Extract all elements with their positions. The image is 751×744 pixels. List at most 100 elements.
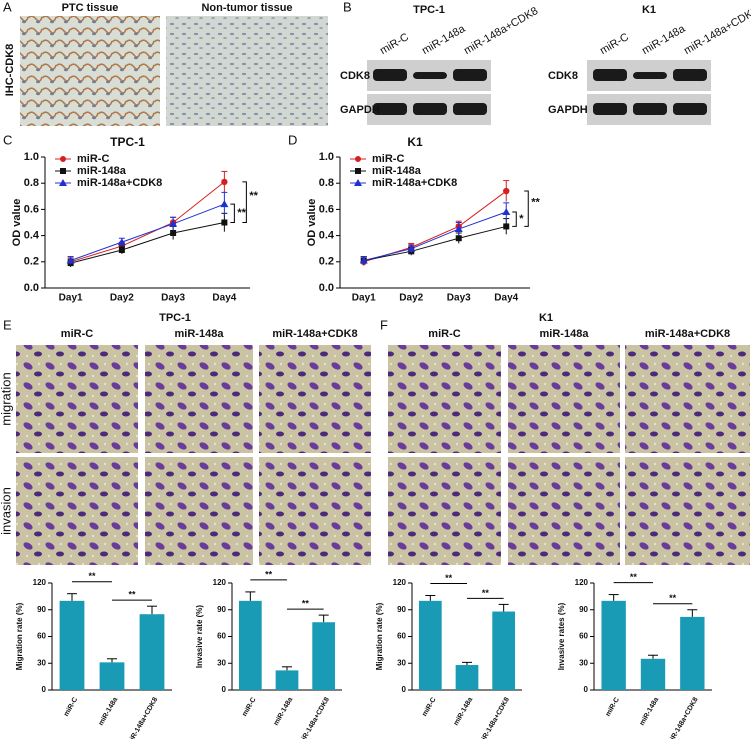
micrograph [16, 457, 138, 565]
marker [169, 219, 178, 227]
bar [275, 670, 299, 690]
x-tick-label: miR-148a+CDK8 [298, 696, 331, 739]
significance-label: * [519, 213, 524, 225]
blot-band [633, 103, 667, 115]
panel-label: D [288, 132, 297, 147]
x-tick-label: miR-C [63, 696, 79, 717]
y-tick-label: 0.0 [319, 282, 334, 294]
y-tick-label: 30 [37, 658, 46, 667]
legend-label: miR-148a+CDK8 [77, 177, 162, 189]
micrograph [388, 345, 501, 453]
lane-label: miR-148a+CDK8 [682, 5, 751, 57]
legend-label: miR-148a [77, 165, 127, 177]
x-tick-label: miR-148a+CDK8 [126, 696, 159, 739]
y-axis-title: Invasive rate (%) [195, 605, 204, 668]
y-tick-label: 60 [579, 632, 588, 641]
y-tick-label: 30 [397, 658, 406, 667]
x-tick-label: Day2 [110, 293, 134, 304]
chart-title: K1 [407, 135, 423, 149]
micrograph [508, 345, 620, 453]
panel-title: K1 [539, 312, 553, 324]
x-tick-label: miR-148a+CDK8 [666, 696, 699, 739]
panel-title: TPC-1 [159, 312, 191, 324]
lane-label: miR-148a [640, 22, 688, 57]
micrograph [20, 16, 160, 126]
micrograph [625, 345, 750, 453]
marker [66, 256, 75, 264]
blot-band [373, 103, 407, 115]
column-label: miR-148a [175, 328, 225, 340]
y-tick-label: 0.4 [24, 230, 40, 242]
significance-label: ** [128, 590, 136, 600]
y-tick-label: 0 [402, 685, 407, 694]
blot-title: TPC-1 [413, 4, 445, 16]
micrograph [508, 457, 620, 565]
image-title: PTC tissue [62, 2, 119, 14]
legend-label: miR-C [372, 153, 404, 165]
series-line [363, 190, 507, 263]
series-line [363, 225, 507, 261]
significance-label: ** [265, 569, 273, 579]
legend-marker [355, 156, 361, 162]
blot-band [453, 103, 487, 115]
blot-band [453, 69, 487, 81]
image-title: Non-tumor tissue [201, 2, 292, 14]
column-label: miR-148a+CDK8 [645, 328, 730, 340]
blot-band [413, 103, 447, 115]
panel-label: C [3, 132, 12, 147]
significance-label: ** [482, 588, 490, 598]
marker [359, 256, 368, 264]
blot-band [633, 72, 667, 79]
band-label: CDK8 [340, 70, 370, 82]
legend-marker [60, 168, 66, 174]
y-tick-label: 0.8 [24, 177, 39, 189]
marker [221, 219, 228, 226]
significance-bracket [512, 211, 517, 227]
ihc-label: IHC-CDK8 [4, 44, 16, 97]
micrograph [16, 345, 138, 453]
legend-marker [59, 179, 67, 186]
bar [455, 665, 479, 690]
marker [503, 187, 510, 195]
column-label: miR-148a+CDK8 [272, 328, 357, 340]
x-tick-label: miR-C [421, 696, 437, 717]
significance-label: ** [88, 571, 96, 581]
y-tick-label: 60 [37, 632, 46, 641]
micrograph [259, 345, 371, 453]
marker [170, 229, 177, 236]
series-line [363, 211, 507, 261]
marker [502, 208, 511, 216]
y-tick-label: 0.4 [319, 230, 335, 242]
marker [454, 225, 463, 233]
chart-title: TPC-1 [110, 135, 145, 149]
y-tick-label: 0.0 [24, 282, 39, 294]
significance-label: ** [669, 593, 677, 603]
band-label: GAPDH [340, 104, 380, 116]
y-axis-title: Migration rate (%) [15, 602, 24, 670]
legend-marker [354, 179, 362, 186]
micrograph [145, 457, 253, 565]
y-axis-title: OD value [11, 199, 23, 247]
y-tick-label: 90 [37, 605, 46, 614]
significance-bracket [242, 181, 247, 223]
marker [118, 247, 125, 254]
significance-label: ** [249, 190, 258, 202]
legend-label: miR-148a [372, 165, 422, 177]
micrograph [145, 345, 253, 453]
y-tick-label: 1.0 [24, 151, 39, 163]
y-tick-label: 30 [217, 658, 226, 667]
micrograph [625, 457, 750, 565]
blot-band [593, 103, 627, 115]
y-tick-label: 1.0 [319, 151, 334, 163]
significance-label: ** [531, 197, 540, 209]
band-label: CDK8 [548, 70, 578, 82]
band-label: GAPDH [548, 104, 588, 116]
x-tick-label: miR-148a [639, 696, 661, 727]
panel-label: A [3, 0, 12, 14]
lane-label: miR-C [598, 31, 631, 57]
panel-label: F [380, 317, 388, 332]
x-tick-label: miR-148a+CDK8 [478, 696, 511, 739]
significance-bracket [524, 190, 529, 227]
y-tick-label: 0.6 [24, 203, 39, 215]
